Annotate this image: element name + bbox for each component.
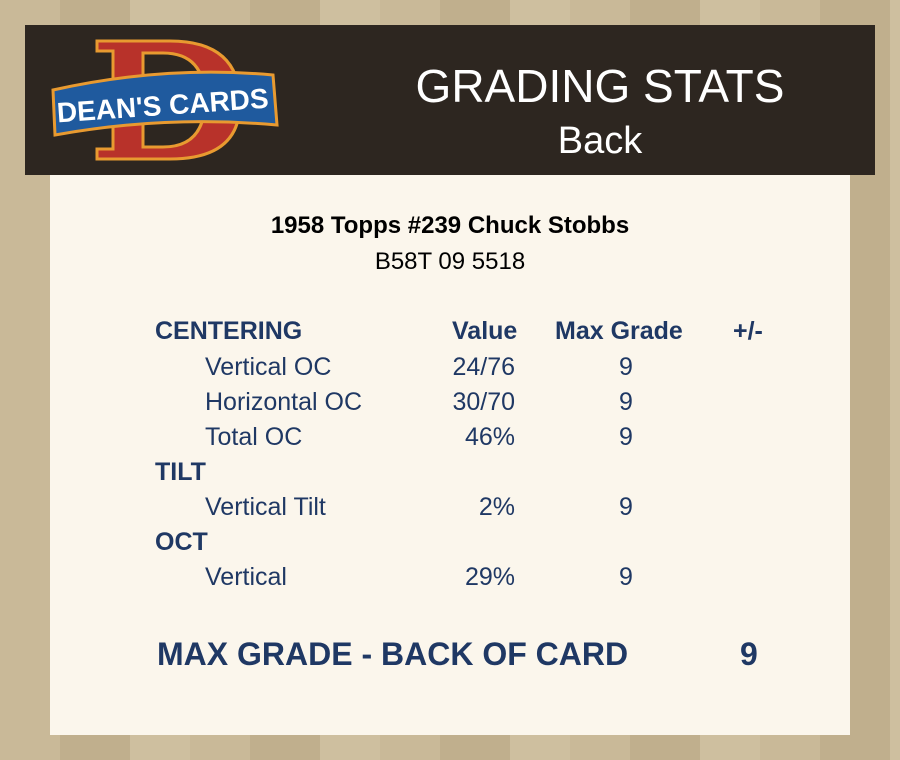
- table-row: Total OC 46% 9: [50, 422, 850, 457]
- row-value: 2%: [478, 493, 515, 521]
- row-label: Vertical OC: [205, 353, 332, 381]
- card-code: B58T 09 5518: [374, 248, 526, 275]
- header-centering: CENTERING: [155, 317, 303, 345]
- row-label: Vertical: [205, 563, 287, 591]
- row-label: Horizontal OC: [205, 388, 362, 416]
- table-row: Vertical 29% 9: [50, 562, 850, 597]
- row-value: 46%: [464, 423, 515, 451]
- row-label: Vertical Tilt: [205, 493, 326, 521]
- row-label: Total OC: [205, 423, 303, 451]
- header-plusminus: +/-: [733, 317, 763, 345]
- table-row: Vertical OC 24/76 9: [50, 352, 850, 387]
- page-title: GRADING STATS: [415, 60, 785, 112]
- table-row: Horizontal OC 30/70 9: [50, 387, 850, 422]
- category-label: OCT: [155, 528, 208, 556]
- logo-ribbon: [51, 70, 279, 137]
- table-header: CENTERING Value Max Grade +/-: [50, 316, 850, 351]
- header-value: Value: [452, 317, 518, 345]
- header-max-grade: Max Grade: [555, 317, 683, 345]
- category-label: TILT: [155, 458, 206, 486]
- deans-cards-logo: DEAN'S CARDS: [51, 39, 279, 161]
- row-max-grade: 9: [619, 493, 633, 521]
- category-row: TILT: [50, 457, 850, 492]
- final-grade-label: MAX GRADE - BACK OF CARD: [157, 636, 629, 672]
- row-value: 24/76: [452, 353, 515, 381]
- row-max-grade: 9: [619, 388, 633, 416]
- row-max-grade: 9: [619, 353, 633, 381]
- final-grade-value: 9: [740, 636, 758, 672]
- header: DEAN'S CARDS GRADING STATS Back: [25, 25, 875, 175]
- table-row: Vertical Tilt 2% 9: [50, 492, 850, 527]
- row-max-grade: 9: [619, 563, 633, 591]
- page-subtitle: Back: [557, 120, 643, 162]
- category-row: OCT: [50, 527, 850, 562]
- stats-panel: 1958 Topps #239 Chuck Stobbs B58T 09 551…: [50, 175, 850, 735]
- row-value: 29%: [464, 563, 515, 591]
- card-name: 1958 Topps #239 Chuck Stobbs: [270, 212, 630, 239]
- row-value: 30/70: [452, 388, 515, 416]
- row-max-grade: 9: [619, 423, 633, 451]
